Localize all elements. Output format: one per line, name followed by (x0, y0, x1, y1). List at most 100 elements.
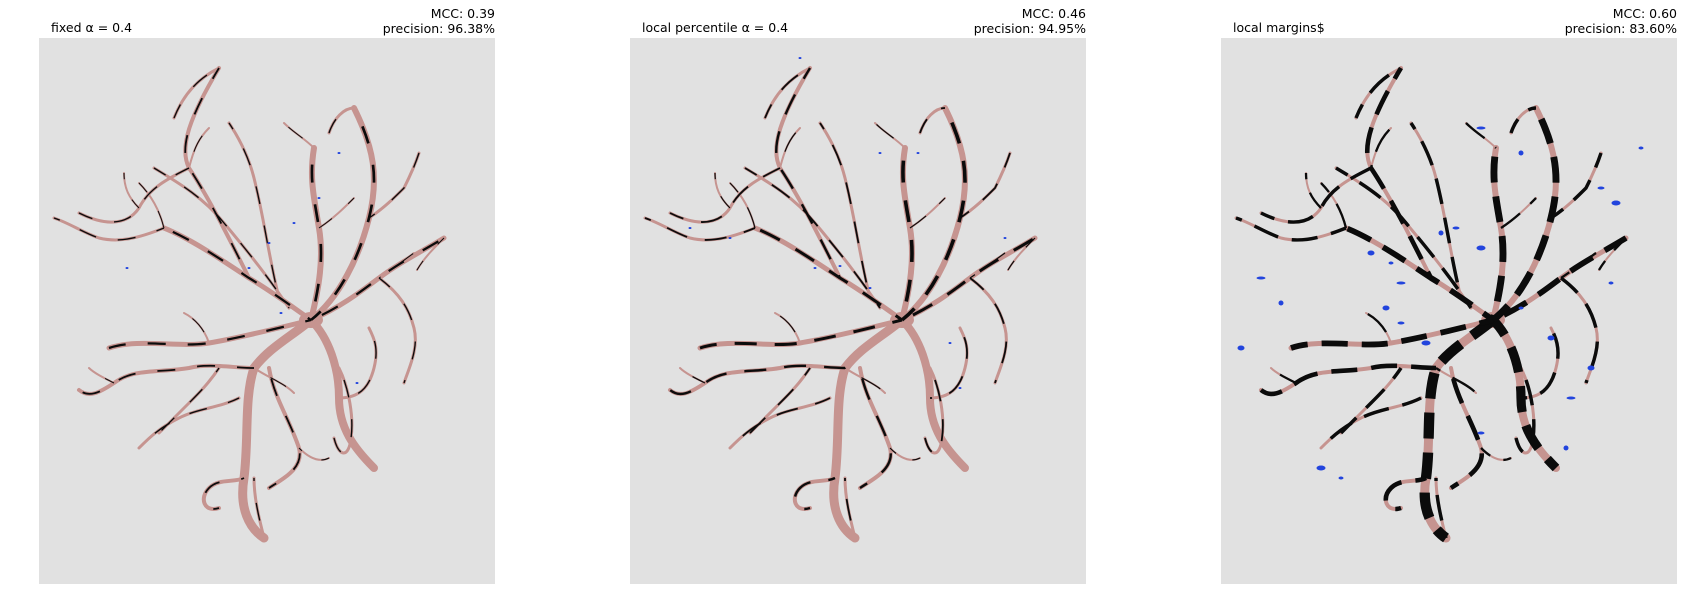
false-positive-speck (1476, 245, 1486, 251)
overlap-segment (1419, 315, 1497, 543)
overlap-segment (1354, 66, 1402, 119)
overlap-segment (924, 367, 944, 454)
overlap-segment (729, 182, 756, 229)
mcc-value: MCC: 0.39 (430, 6, 495, 21)
overlap-segment (1490, 106, 1560, 323)
panel-fixed-alpha: fixed α = 0.4 MCC: 0.39 precision: 96.38… (39, 0, 495, 606)
false-positive-speck (958, 387, 962, 389)
overlap-segment (228, 122, 280, 299)
overlap-segment (163, 226, 312, 321)
overlap-segment (1448, 367, 1485, 490)
false-positive-speck (1382, 305, 1390, 311)
overlap-segment (298, 447, 330, 461)
vessel-segmentation-map (39, 38, 495, 584)
overlap-segment (1335, 166, 1473, 309)
false-positive-speck (337, 152, 341, 154)
overlap-segment (1480, 447, 1512, 462)
false-positive-speck (1237, 345, 1245, 351)
overlap-segment (1434, 477, 1448, 539)
overlap-segment (1491, 235, 1628, 323)
false-positive-speck (1338, 476, 1344, 480)
overlap-segment (1560, 252, 1597, 279)
vessel-segment (968, 276, 1008, 385)
overlap-segment (184, 67, 250, 279)
false-positive-speck (1278, 300, 1284, 306)
vessel-segment (52, 216, 166, 242)
false-positive-speck (1638, 146, 1644, 150)
overlap-segment (900, 107, 967, 322)
overlap-segment (1364, 66, 1434, 280)
overlap-segment (1559, 276, 1599, 384)
overlap-segment (874, 122, 906, 149)
overlap-segment (844, 367, 886, 394)
overlap-segment (1339, 367, 1403, 435)
segmentation-image (1221, 38, 1677, 584)
false-positive-speck (728, 237, 732, 239)
overlap-segment (969, 252, 1006, 279)
false-positive-speck (279, 312, 283, 314)
overlap-segment (378, 252, 415, 279)
overlap-segment (310, 237, 445, 322)
overlap-segment (779, 127, 801, 169)
overlap-segment (1489, 147, 1507, 321)
overlap-segment (793, 476, 836, 511)
false-positive-speck (948, 342, 952, 344)
overlap-segment (1509, 106, 1537, 134)
overlap-segment (153, 167, 290, 309)
image-background (1221, 38, 1677, 584)
panel-title: fixed α = 0.4 (51, 20, 133, 35)
segmentation-image (39, 38, 495, 584)
precision-value: precision: 96.38% (382, 21, 495, 36)
panel-title: local percentile α = 0.4 (642, 20, 789, 35)
overlap-segment (959, 152, 1011, 219)
panel-metrics: MCC: 0.60 precision: 83.60% (1565, 6, 1677, 36)
overlap-segment (919, 107, 946, 134)
false-positive-speck (1587, 365, 1595, 371)
overlap-segment (253, 477, 265, 539)
false-positive-speck (1438, 230, 1444, 236)
overlap-segment (108, 318, 312, 350)
false-positive-speck (868, 287, 872, 289)
overlap-segment (749, 367, 811, 434)
overlap-segment (183, 312, 210, 344)
segmentation-image (630, 38, 1086, 584)
false-positive-speck (355, 382, 359, 384)
false-positive-speck (1316, 465, 1326, 471)
overlap-segment (173, 67, 220, 119)
overlap-segment (333, 367, 353, 454)
overlap-segment (1550, 152, 1603, 220)
overlap-segment (310, 107, 376, 322)
vessel-segment (238, 315, 316, 543)
vessel-segment (137, 396, 241, 450)
false-positive-speck (688, 227, 692, 229)
detected-vessel-overlap (1235, 66, 1628, 543)
overlap-segment (1465, 122, 1497, 149)
overlap-segment (909, 197, 946, 229)
false-positive-speck (878, 152, 882, 154)
false-positive-speck (317, 197, 321, 199)
false-positive-speck (1611, 200, 1621, 206)
vessel-segment (643, 216, 757, 242)
overlap-segment (318, 197, 355, 229)
overlap-segment (764, 67, 811, 119)
detected-vessel-overlap (53, 67, 445, 539)
panel-metrics: MCC: 0.39 precision: 96.38% (383, 6, 495, 36)
overlap-segment (1304, 172, 1322, 209)
false-positive-speck (247, 267, 251, 269)
false-positive-speck (1367, 250, 1375, 256)
vessel-segmentation-map (1221, 38, 1677, 584)
overlap-segment (1598, 237, 1627, 271)
image-background (39, 38, 495, 584)
panel-title: local margins$ (1233, 20, 1325, 35)
overlap-segment (328, 107, 355, 134)
overlap-segment (268, 367, 301, 489)
overlap-segment (1290, 317, 1494, 351)
overlap-segment (1320, 182, 1348, 229)
overlap-segment (774, 312, 801, 344)
overlap-segment (744, 167, 881, 309)
overlap-segment (1369, 127, 1392, 169)
false-positive-pixels (688, 57, 1007, 389)
panel-local-percentile: local percentile α = 0.4 MCC: 0.46 preci… (630, 0, 1086, 606)
false-positive-speck (838, 265, 842, 267)
precision-value: precision: 94.95% (973, 21, 1086, 36)
